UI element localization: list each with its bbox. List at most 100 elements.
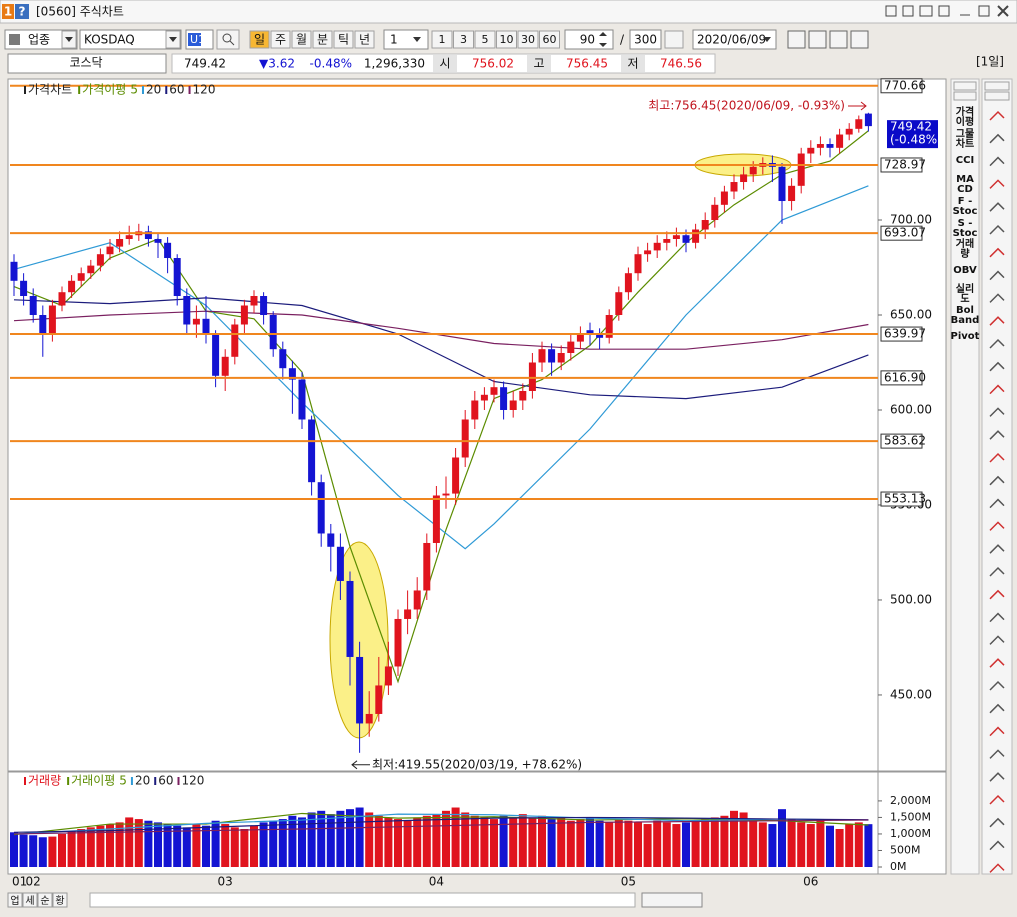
tool-icon[interactable] (989, 521, 1005, 531)
tool[interactable] (829, 30, 848, 49)
tab[interactable] (7, 892, 23, 908)
date-box[interactable] (692, 29, 777, 50)
close[interactable] (997, 5, 1009, 17)
indicator-label: 차트 (956, 137, 974, 150)
tool-icon[interactable] (989, 475, 1005, 486)
tool-icon[interactable] (989, 703, 1005, 714)
tool[interactable] (664, 30, 684, 49)
tool-icon[interactable] (989, 772, 1005, 782)
candle-body (308, 419, 316, 483)
spin[interactable] (599, 32, 607, 47)
tool-icon[interactable] (989, 247, 1005, 258)
interval-button[interactable] (431, 30, 453, 49)
tool-icon[interactable] (989, 224, 1005, 235)
tool-icon[interactable] (989, 863, 1005, 873)
period-button[interactable] (291, 30, 312, 49)
tool-icon[interactable] (989, 293, 1005, 303)
tab[interactable] (37, 892, 53, 908)
period-label: 일 (254, 33, 265, 47)
scroll[interactable] (984, 91, 1010, 101)
candle-body (672, 235, 680, 240)
tool-icon[interactable] (989, 407, 1005, 417)
ctl[interactable] (885, 5, 897, 17)
tool-icon[interactable] (989, 726, 1005, 737)
level-tag (880, 491, 923, 507)
level-tag (880, 157, 923, 173)
legend-marker (165, 86, 168, 94)
tool[interactable] (808, 30, 827, 49)
tool[interactable] (787, 30, 806, 49)
tool-icon[interactable] (989, 658, 1005, 668)
market-select[interactable] (4, 29, 78, 50)
interval-button[interactable] (539, 30, 560, 49)
y-tick-label: 0M (890, 860, 907, 873)
interval-label: 30 (521, 33, 535, 46)
ctl[interactable] (902, 5, 914, 17)
period-button[interactable] (333, 30, 354, 49)
symbol-select[interactable] (79, 29, 182, 50)
interval-button[interactable] (517, 30, 539, 49)
ctl[interactable] (938, 5, 950, 17)
unit-select[interactable] (383, 29, 429, 50)
interval-button[interactable] (496, 30, 517, 49)
tool-icon[interactable] (989, 430, 1005, 440)
tool[interactable] (850, 30, 869, 49)
tool-icon[interactable] (989, 566, 1005, 577)
period-button[interactable] (354, 30, 375, 49)
legend-marker (141, 86, 144, 94)
tool-icon[interactable] (989, 361, 1005, 372)
tool-icon[interactable] (989, 498, 1005, 509)
help-badge[interactable] (15, 4, 29, 19)
icon (9, 34, 20, 45)
moving-average (13, 297, 869, 400)
tool-icon[interactable] (989, 179, 1005, 189)
candle-body (692, 229, 700, 243)
tool-icon[interactable] (989, 384, 1005, 395)
maximize[interactable] (978, 5, 990, 17)
ctl[interactable] (919, 5, 933, 17)
tool-icon[interactable] (989, 589, 1005, 600)
legend-item: 120 (193, 83, 216, 97)
volume-bar (451, 807, 460, 867)
search[interactable] (216, 29, 240, 50)
scroll-thumb[interactable] (641, 892, 703, 908)
interval-button[interactable] (474, 30, 496, 49)
tool-icon[interactable] (989, 635, 1005, 645)
tool-icon[interactable] (989, 794, 1005, 805)
volume-bar (864, 824, 873, 867)
tool-icon[interactable] (989, 202, 1005, 212)
tool-icon[interactable] (989, 749, 1005, 759)
tool-icon[interactable] (989, 680, 1005, 691)
indicator-label: CD (957, 184, 973, 195)
scroll[interactable] (953, 81, 977, 91)
tool-icon[interactable] (989, 612, 1005, 623)
total-box[interactable] (629, 29, 662, 50)
tab[interactable] (52, 892, 68, 908)
volume-bar (182, 827, 191, 867)
interval-button[interactable] (453, 30, 474, 49)
tool-icon[interactable] (989, 817, 1005, 828)
tool-icon[interactable] (989, 338, 1005, 349)
tool-icon[interactable] (989, 270, 1005, 281)
period-button[interactable] (312, 30, 333, 49)
tool-icon[interactable] (989, 452, 1005, 463)
tool-icon[interactable] (989, 544, 1005, 554)
period-button[interactable] (270, 30, 291, 49)
volume-bar (394, 819, 402, 867)
scroll[interactable] (953, 91, 977, 101)
code: U1 (190, 33, 205, 46)
tab[interactable] (22, 892, 38, 908)
tool-icon[interactable] (989, 110, 1005, 121)
tool-icon[interactable] (989, 133, 1005, 144)
volume-bar (691, 820, 700, 867)
tool-icon[interactable] (989, 316, 1005, 326)
period-button[interactable] (249, 30, 270, 49)
name-box (7, 53, 167, 74)
scroll[interactable] (984, 81, 1010, 91)
legend-marker (24, 86, 26, 94)
tool-icon[interactable] (989, 840, 1005, 851)
window-controls (885, 5, 1009, 17)
tool-icon[interactable] (989, 156, 1005, 167)
scrollbar[interactable] (89, 892, 636, 908)
